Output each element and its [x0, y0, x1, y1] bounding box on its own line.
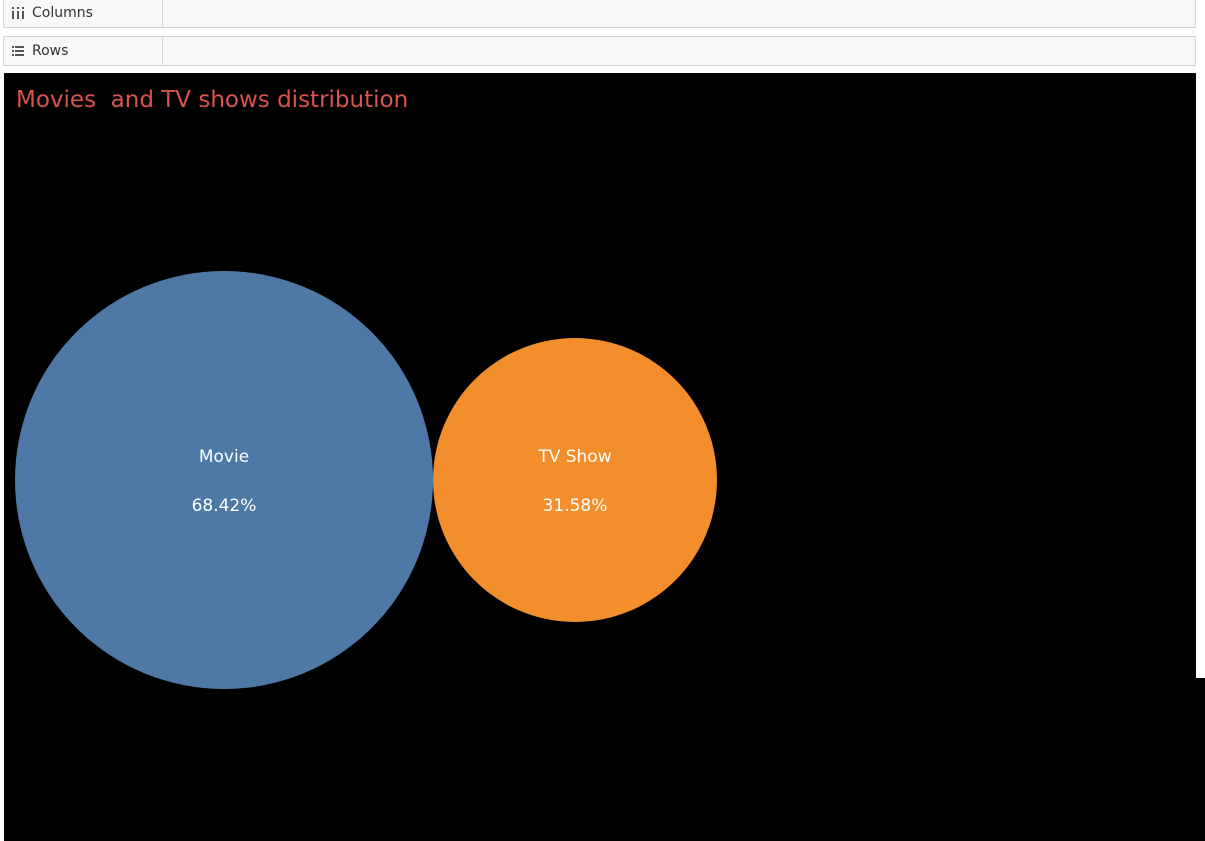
columns-label-text: Columns [32, 5, 93, 21]
rows-shelf[interactable]: Rows [3, 36, 1196, 66]
bubble-group-tv-show[interactable]: TV Show 31.58% [433, 338, 717, 622]
bubble-movie[interactable] [15, 271, 433, 689]
bubble-value-label: 68.42% [192, 496, 257, 516]
bubble-chart: Movie 68.42% TV Show 31.58% [15, 271, 717, 689]
rows-label-text: Rows [32, 43, 69, 59]
bubble-value-label: 31.58% [543, 496, 608, 516]
chart-title: Movies and TV shows distribution [16, 87, 409, 113]
bubble-tv-show[interactable] [433, 338, 717, 622]
bubble-category-label: TV Show [537, 447, 611, 467]
columns-shelf[interactable]: Columns [3, 0, 1196, 28]
rows-shelf-label: Rows [4, 37, 163, 65]
columns-drop-area[interactable] [163, 0, 1195, 27]
rows-icon [12, 46, 24, 56]
rows-drop-area[interactable] [163, 37, 1195, 65]
visualization-panel: Movies and TV shows distribution Movie 68… [4, 73, 1205, 841]
panel-edge [1196, 73, 1205, 678]
bubble-category-label: Movie [199, 447, 249, 467]
columns-shelf-label: Columns [4, 0, 163, 27]
columns-icon [12, 7, 24, 19]
bubble-group-movie[interactable]: Movie 68.42% [15, 271, 433, 689]
